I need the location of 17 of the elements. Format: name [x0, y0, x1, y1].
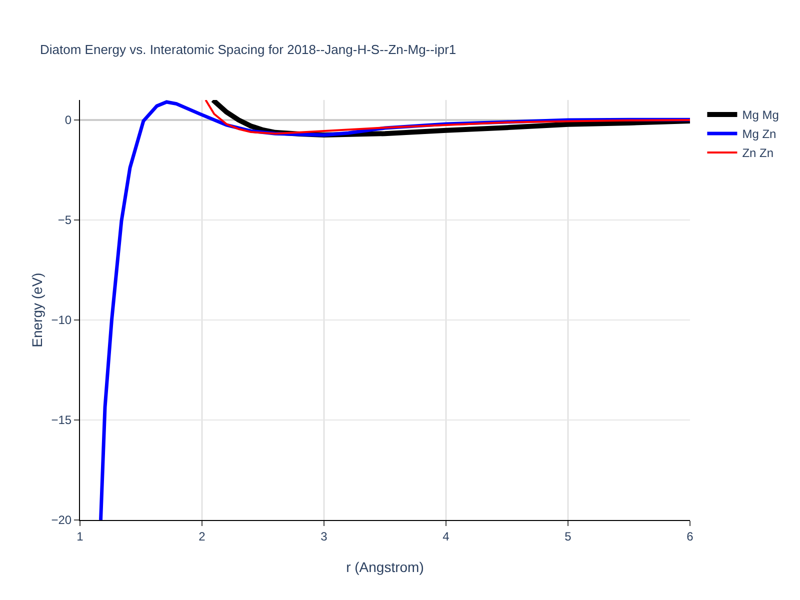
y-tick-label: −10	[51, 313, 72, 328]
y-tick-label: −20	[51, 513, 72, 528]
x-tick-label: 1	[76, 529, 84, 544]
legend-label: Zn Zn	[742, 146, 774, 160]
x-tick-label: 2	[198, 529, 206, 544]
x-tick-label: 3	[320, 529, 328, 544]
legend-label: Mg Zn	[742, 127, 776, 142]
x-tick-label: 5	[564, 529, 572, 544]
y-tick-label: 0	[64, 113, 72, 128]
chart-title: Diatom Energy vs. Interatomic Spacing for 2018--Jang-H-S--Zn-Mg--ipr1	[40, 42, 456, 58]
y-tick-label: −5	[58, 213, 72, 228]
x-axis-title: r (Angstrom)	[346, 559, 424, 575]
x-tick-label: 6	[686, 529, 694, 544]
legend-label: Mg Mg	[742, 108, 779, 122]
x-tick-label: 4	[442, 529, 450, 544]
y-tick-label: −15	[51, 413, 72, 428]
y-axis-title: Energy (eV)	[29, 272, 45, 348]
